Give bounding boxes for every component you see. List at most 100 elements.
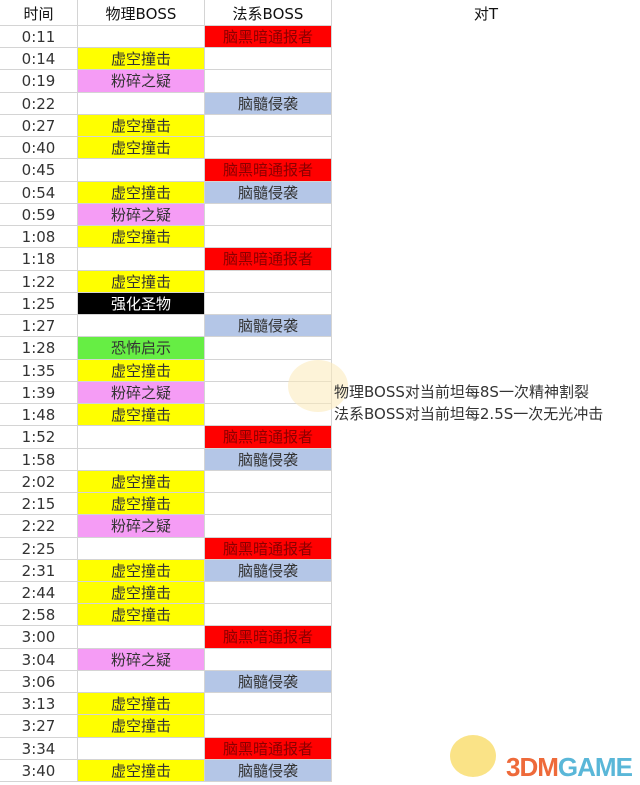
magic-boss-cell[interactable] (205, 515, 332, 538)
physical-boss-cell[interactable]: 虚空撞击 (78, 181, 205, 204)
physical-boss-cell[interactable]: 虚空撞击 (78, 404, 205, 427)
time-cell[interactable]: 1:27 (0, 315, 78, 338)
magic-boss-cell[interactable] (205, 337, 332, 360)
tank-cell[interactable] (332, 449, 640, 471)
tank-cell[interactable] (332, 337, 640, 359)
tank-cell[interactable] (332, 271, 640, 293)
physical-boss-cell[interactable] (78, 626, 205, 649)
time-cell[interactable]: 1:28 (0, 337, 78, 360)
tank-cell[interactable] (332, 426, 640, 448)
magic-boss-cell[interactable] (205, 648, 332, 671)
physical-boss-cell[interactable] (78, 670, 205, 694)
time-cell[interactable]: 1:52 (0, 426, 78, 449)
physical-boss-cell[interactable] (78, 426, 205, 449)
tank-cell[interactable] (332, 515, 640, 537)
time-cell[interactable]: 0:22 (0, 92, 78, 115)
magic-boss-cell[interactable] (205, 493, 332, 516)
tank-cell[interactable] (332, 649, 640, 671)
physical-boss-cell[interactable] (78, 448, 205, 471)
magic-boss-cell[interactable] (205, 137, 332, 160)
physical-boss-cell[interactable]: 虚空撞击 (78, 582, 205, 605)
time-cell[interactable]: 1:25 (0, 292, 78, 316)
physical-boss-cell[interactable] (78, 159, 205, 182)
magic-boss-cell[interactable] (205, 604, 332, 627)
time-cell[interactable]: 0:14 (0, 48, 78, 71)
tank-cell[interactable] (332, 204, 640, 226)
tank-cell[interactable] (332, 471, 640, 493)
magic-boss-cell[interactable]: 脑黑暗通报者 (205, 537, 332, 560)
time-cell[interactable]: 0:19 (0, 70, 78, 93)
physical-boss-cell[interactable]: 虚空撞击 (78, 48, 205, 71)
magic-boss-cell[interactable]: 脑黑暗通报者 (205, 159, 332, 182)
physical-boss-cell[interactable]: 恐怖启示 (78, 337, 205, 360)
magic-boss-cell[interactable]: 脑髓侵袭 (205, 759, 332, 783)
time-cell[interactable]: 1:58 (0, 448, 78, 471)
magic-boss-cell[interactable]: 脑髓侵袭 (205, 181, 332, 204)
time-cell[interactable]: 1:08 (0, 226, 78, 249)
magic-boss-cell[interactable] (205, 270, 332, 293)
time-cell[interactable]: 0:40 (0, 137, 78, 160)
magic-boss-cell[interactable] (205, 693, 332, 716)
physical-boss-cell[interactable]: 虚空撞击 (78, 559, 205, 582)
time-cell[interactable]: 3:06 (0, 670, 78, 694)
magic-boss-cell[interactable]: 脑黑暗通报者 (205, 426, 332, 449)
time-cell[interactable]: 2:22 (0, 515, 78, 538)
tank-cell[interactable] (332, 560, 640, 582)
header-time[interactable]: 时间 (0, 0, 78, 26)
magic-boss-cell[interactable]: 脑髓侵袭 (205, 559, 332, 582)
time-cell[interactable]: 2:44 (0, 582, 78, 605)
physical-boss-cell[interactable]: 粉碎之疑 (78, 515, 205, 538)
magic-boss-cell[interactable]: 脑髓侵袭 (205, 315, 332, 338)
time-cell[interactable]: 0:11 (0, 26, 78, 49)
time-cell[interactable]: 0:59 (0, 203, 78, 227)
tank-cell[interactable] (332, 360, 640, 382)
physical-boss-cell[interactable]: 虚空撞击 (78, 759, 205, 783)
tank-cell[interactable] (332, 26, 640, 48)
physical-boss-cell[interactable]: 虚空撞击 (78, 270, 205, 293)
magic-boss-cell[interactable]: 脑髓侵袭 (205, 670, 332, 694)
tank-cell[interactable] (332, 693, 640, 715)
tank-cell[interactable] (332, 493, 640, 515)
magic-boss-cell[interactable] (205, 203, 332, 227)
magic-boss-cell[interactable]: 脑髓侵袭 (205, 448, 332, 471)
physical-boss-cell[interactable]: 粉碎之疑 (78, 203, 205, 227)
time-cell[interactable]: 2:02 (0, 470, 78, 494)
physical-boss-cell[interactable]: 虚空撞击 (78, 693, 205, 716)
time-cell[interactable]: 1:18 (0, 248, 78, 271)
tank-cell[interactable] (332, 182, 640, 204)
tank-cell[interactable] (332, 70, 640, 92)
physical-boss-cell[interactable]: 粉碎之疑 (78, 70, 205, 93)
time-cell[interactable]: 0:45 (0, 159, 78, 182)
tank-cell[interactable] (332, 538, 640, 560)
tank-cell[interactable] (332, 48, 640, 70)
magic-boss-cell[interactable] (205, 292, 332, 316)
header-physical-boss[interactable]: 物理BOSS (78, 0, 205, 26)
physical-boss-cell[interactable]: 虚空撞击 (78, 604, 205, 627)
tank-cell[interactable] (332, 604, 640, 626)
tank-cell[interactable] (332, 671, 640, 693)
magic-boss-cell[interactable] (205, 715, 332, 738)
magic-boss-cell[interactable] (205, 70, 332, 93)
time-cell[interactable]: 1:48 (0, 404, 78, 427)
tank-cell[interactable] (332, 226, 640, 248)
magic-boss-cell[interactable]: 脑黑暗通报者 (205, 26, 332, 49)
time-cell[interactable]: 3:27 (0, 715, 78, 738)
physical-boss-cell[interactable]: 虚空撞击 (78, 114, 205, 138)
magic-boss-cell[interactable] (205, 470, 332, 494)
tank-cell[interactable] (332, 248, 640, 270)
magic-boss-cell[interactable] (205, 582, 332, 605)
time-cell[interactable]: 1:39 (0, 381, 78, 405)
time-cell[interactable]: 3:04 (0, 648, 78, 671)
physical-boss-cell[interactable]: 虚空撞击 (78, 226, 205, 249)
tank-cell[interactable] (332, 293, 640, 315)
physical-boss-cell[interactable]: 虚空撞击 (78, 137, 205, 160)
magic-boss-cell[interactable]: 脑髓侵袭 (205, 92, 332, 115)
tank-cell[interactable] (332, 115, 640, 137)
tank-cell[interactable] (332, 715, 640, 737)
time-cell[interactable]: 0:27 (0, 114, 78, 138)
tank-cell[interactable] (332, 93, 640, 115)
tank-cell[interactable] (332, 137, 640, 159)
header-magic-boss[interactable]: 法系BOSS (205, 0, 332, 26)
time-cell[interactable]: 2:31 (0, 559, 78, 582)
time-cell[interactable]: 0:54 (0, 181, 78, 204)
